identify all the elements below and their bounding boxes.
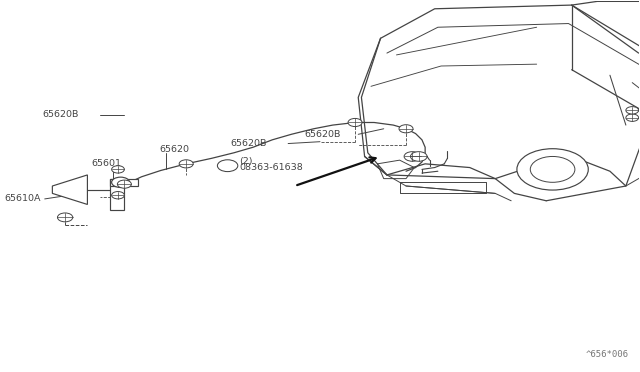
Circle shape	[410, 152, 427, 161]
Circle shape	[58, 213, 73, 222]
Bar	[109, 179, 124, 210]
Circle shape	[117, 180, 131, 188]
Circle shape	[404, 152, 420, 161]
Circle shape	[517, 149, 588, 190]
Text: 65620B: 65620B	[43, 110, 79, 119]
Text: S: S	[225, 161, 230, 170]
Circle shape	[626, 107, 639, 114]
Polygon shape	[52, 175, 88, 205]
Circle shape	[399, 125, 413, 133]
Text: (2): (2)	[239, 157, 253, 166]
Bar	[109, 179, 138, 186]
Circle shape	[531, 157, 575, 182]
Text: 08363-61638: 08363-61638	[239, 163, 303, 171]
Circle shape	[111, 177, 129, 187]
Text: 65610A: 65610A	[4, 195, 41, 203]
Text: 65620B: 65620B	[231, 139, 267, 148]
Text: 65601: 65601	[92, 159, 122, 169]
Circle shape	[179, 160, 193, 168]
Circle shape	[218, 160, 238, 171]
Text: ^656*006: ^656*006	[586, 350, 629, 359]
Circle shape	[111, 192, 124, 199]
Circle shape	[348, 118, 362, 126]
Circle shape	[626, 114, 639, 121]
Circle shape	[111, 166, 124, 173]
Text: 65620: 65620	[159, 145, 189, 154]
Text: 65620B: 65620B	[304, 130, 340, 139]
